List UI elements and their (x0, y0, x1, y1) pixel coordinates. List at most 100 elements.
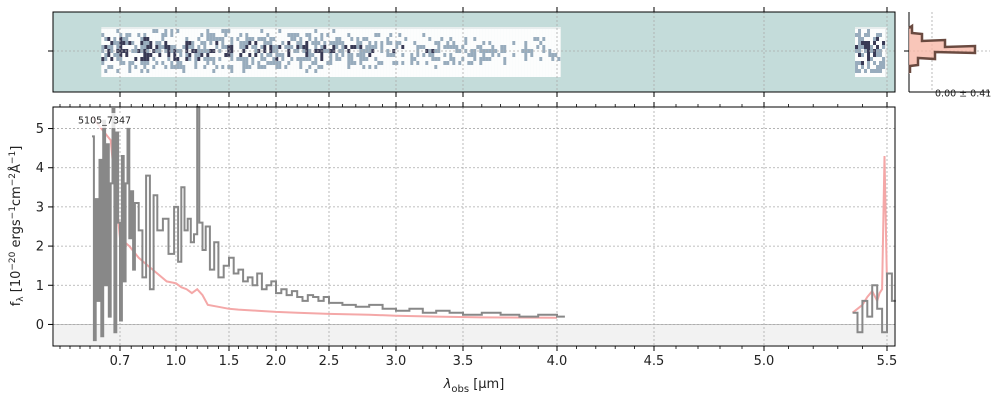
spectrum-2d-pixel (545, 73, 549, 77)
spectrum-2d-pixel (392, 69, 396, 73)
spectrum-2d-pixel (353, 53, 357, 57)
spectrum-2d-pixel (512, 73, 516, 77)
spectrum-2d-pixel (458, 45, 462, 49)
spectrum-2d-pixel (164, 37, 168, 41)
spectrum-2d-pixel (197, 53, 201, 57)
spectrum-2d-pixel (470, 69, 474, 73)
spectrum-2d-pixel (185, 37, 189, 41)
spectrum-2d-pixel (227, 37, 231, 41)
spectrum-2d-pixel (194, 73, 198, 77)
spectrum-2d-pixel (470, 53, 474, 57)
spectrum-2d-pixel (542, 49, 546, 53)
spectrum-2d-pixel (215, 73, 219, 77)
spectrum-2d-pixel (467, 57, 471, 61)
spectrum-2d-pixel (518, 53, 522, 57)
spectrum-2d-pixel (188, 37, 192, 41)
spectrum-2d-pixel (467, 41, 471, 45)
spectrum-2d-pixel (861, 57, 865, 61)
spectrum-2d-pixel (443, 45, 447, 49)
spectrum-2d-pixel (131, 45, 135, 49)
spectrum-2d-pixel (479, 41, 483, 45)
spectrum-2d-pixel (867, 41, 871, 45)
spectrum-2d-pixel (404, 69, 408, 73)
x-tick-label: 3.0 (386, 354, 407, 369)
spectrum-2d-pixel (882, 57, 886, 61)
spectrum-2d-pixel (503, 65, 507, 69)
spectrum-2d-pixel (209, 69, 213, 73)
spectrum-2d-pixel (482, 73, 486, 77)
x-tick-label: 0.7 (110, 354, 131, 369)
spectrum-2d-pixel (443, 29, 447, 33)
spectrum-2d-pixel (287, 41, 291, 45)
spectrum-2d-pixel (503, 49, 507, 53)
spectrum-2d-pixel (554, 57, 558, 61)
spectrum-2d-pixel (554, 33, 558, 37)
spectrum-2d-pixel (146, 49, 150, 53)
spectrum-2d-pixel (533, 69, 537, 73)
spectrum-2d-pixel (494, 33, 498, 37)
spectrum-2d-pixel (197, 33, 201, 37)
spectrum-2d-pixel (107, 37, 111, 41)
spectrum-2d-pixel (873, 69, 877, 73)
spectrum-2d-pixel (497, 29, 501, 33)
spectrum-2d-pixel (518, 73, 522, 77)
spectrum-2d-pixel (182, 73, 186, 77)
spectrum-2d-pixel (242, 73, 246, 77)
spectrum-2d-pixel (251, 73, 255, 77)
spectrum-2d-pixel (167, 61, 171, 65)
spectrum-2d-pixel (386, 49, 390, 53)
spectrum-2d-pixel (236, 41, 240, 45)
spectrum-2d-pixel (377, 33, 381, 37)
spectrum-2d-pixel (858, 69, 862, 73)
spectrum-2d-pixel (257, 29, 261, 33)
spectrum-2d-pixel (506, 45, 510, 49)
spectrum-2d-pixel (128, 29, 132, 33)
spectrum-2d-pixel (251, 33, 255, 37)
spectrum-2d-pixel (191, 33, 195, 37)
spectrum-2d-pixel (879, 45, 883, 49)
spectrum-2d-pixel (323, 37, 327, 41)
spectrum-2d-pixel (473, 57, 477, 61)
spectrum-2d-pixel (434, 65, 438, 69)
spectrum-2d-pixel (512, 45, 516, 49)
spectrum-2d-pixel (278, 57, 282, 61)
spectrum-2d-pixel (314, 33, 318, 37)
spectrum-2d-pixel (176, 33, 180, 37)
spectrum-2d-pixel (101, 41, 105, 45)
spectrum-2d-pixel (146, 73, 150, 77)
spectrum-2d-pixel (155, 73, 159, 77)
spectrum-2d-pixel (476, 69, 480, 73)
spectrum-2d-pixel (431, 37, 435, 41)
spectrum-2d-pixel (224, 45, 228, 49)
spectrum-2d-pixel (861, 41, 865, 45)
y-axis-unit-d: Å (8, 164, 24, 173)
spectrum-2d-pixel (467, 49, 471, 53)
spectrum-2d-pixel (551, 45, 555, 49)
spectrum-2d-pixel (143, 33, 147, 37)
spectrum-2d-pixel (101, 33, 105, 37)
spectrum-2d-pixel (221, 45, 225, 49)
spectrum-2d-pixel (296, 37, 300, 41)
spectrum-2d-pixel (170, 49, 174, 53)
spectrum-2d-pixel (332, 45, 336, 49)
spectrum-2d-pixel (482, 29, 486, 33)
spectrum-2d-pixel (176, 37, 180, 41)
spectrum-2d-pixel (266, 65, 270, 69)
spectrum-2d-pixel (485, 57, 489, 61)
spectrum-2d-pixel (248, 45, 252, 49)
spectrum-2d-pixel (879, 49, 883, 53)
spectrum-2d-pixel (221, 73, 225, 77)
spectrum-2d-pixel (341, 69, 345, 73)
spectrum-2d-pixel (338, 57, 342, 61)
spectrum-2d-pixel (125, 41, 129, 45)
spectrum-2d-pixel (527, 53, 531, 57)
spectrum-2d-pixel (500, 61, 504, 65)
spectrum-2d-pixel (323, 57, 327, 61)
spectrum-2d-pixel (158, 37, 162, 41)
spectrum-2d-pixel (269, 53, 273, 57)
spectrum-2d-pixel (870, 37, 874, 41)
spectrum-2d-pixel (194, 45, 198, 49)
spectrum-2d-pixel (425, 57, 429, 61)
spectrum-2d-pixel (209, 41, 213, 45)
spectrum-2d-pixel (413, 57, 417, 61)
